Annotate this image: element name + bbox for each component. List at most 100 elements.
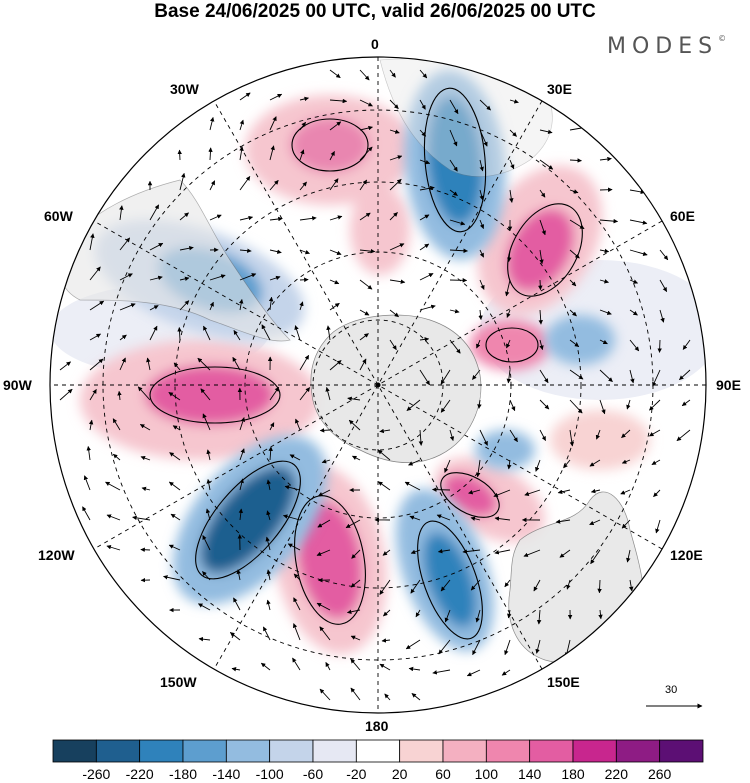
wind-arrow xyxy=(82,506,91,521)
wind-arrow xyxy=(418,429,424,446)
wind-arrow xyxy=(119,205,124,221)
wind-arrow xyxy=(329,151,335,161)
wind-arrow xyxy=(206,478,211,491)
wind-arrow xyxy=(149,242,164,251)
contour-line xyxy=(417,520,483,640)
wind-arrow xyxy=(239,215,254,221)
wind-arrow xyxy=(132,515,151,521)
anomaly-field xyxy=(545,315,615,365)
anomaly-field xyxy=(290,117,370,173)
wind-arrow xyxy=(559,549,571,558)
wind-arrow xyxy=(348,419,361,431)
colorbar-swatch xyxy=(95,739,141,763)
wind-arrow xyxy=(89,300,105,311)
wind-arrow xyxy=(539,399,550,410)
wind-arrow xyxy=(319,626,331,641)
wind-arrow xyxy=(359,333,369,341)
wind-arrow xyxy=(506,309,511,318)
wind-arrow xyxy=(533,579,541,592)
wind-arrow xyxy=(659,249,669,261)
wind-vectors xyxy=(59,69,691,701)
wind-arrow xyxy=(599,156,612,162)
wind-arrow xyxy=(292,657,301,671)
wind-arrow xyxy=(299,387,311,401)
wind-arrow xyxy=(493,489,511,498)
wind-arrow xyxy=(329,215,343,221)
wind-arrow xyxy=(233,330,241,341)
colorbar-swatch xyxy=(52,739,97,763)
wind-arrow xyxy=(389,178,402,191)
wind-arrow xyxy=(229,632,241,641)
wind-arrow xyxy=(59,361,71,371)
wind-arrow xyxy=(316,602,331,611)
wind-arrow xyxy=(444,609,451,623)
wind-arrow xyxy=(539,429,546,441)
colorbar-swatch xyxy=(225,739,271,763)
wind-arrow xyxy=(319,688,331,701)
wind-arrow xyxy=(389,99,399,110)
wind-arrow xyxy=(449,129,458,147)
wind-arrow xyxy=(419,99,426,110)
wind-arrow xyxy=(209,116,215,131)
colorbar-swatch xyxy=(312,739,357,763)
colorbar-tick-label: -60 xyxy=(302,766,324,782)
wind-arrow xyxy=(359,358,367,371)
wind-arrow xyxy=(599,309,612,315)
brand-text: MODES xyxy=(607,34,719,59)
colorbar-tick-label: 180 xyxy=(561,766,585,782)
anomaly-field xyxy=(550,410,650,470)
wind-arrow xyxy=(325,386,331,401)
wind-arrow xyxy=(649,399,661,411)
contour-line xyxy=(507,203,583,297)
wind-arrow xyxy=(287,543,301,551)
wind-arrow xyxy=(316,549,331,556)
wind-arrow xyxy=(239,273,257,281)
wind-arrow xyxy=(377,449,391,461)
anomaly-field xyxy=(350,185,410,275)
wind-arrow xyxy=(389,279,406,284)
wind-arrow xyxy=(389,339,397,351)
wind-arrow xyxy=(539,249,544,265)
wind-arrow xyxy=(539,159,554,170)
wind-arrow xyxy=(479,159,484,172)
wind-arrow xyxy=(479,279,485,290)
wind-arrow xyxy=(538,309,543,325)
contour-line xyxy=(440,472,500,518)
latitude-circle xyxy=(174,181,582,589)
wind-arrow xyxy=(266,479,271,491)
anomaly-field xyxy=(426,95,484,225)
antarctica-land xyxy=(310,314,482,463)
wind-arrow xyxy=(555,519,571,524)
wind-arrow xyxy=(440,369,451,385)
wind-arrow xyxy=(299,354,310,371)
wind-arrow xyxy=(494,516,511,521)
wind-arrow xyxy=(359,179,368,191)
wind-arrow xyxy=(682,339,691,350)
wind-arrow xyxy=(209,274,226,281)
wind-arrow xyxy=(179,172,186,191)
colorbar-swatch xyxy=(659,739,704,763)
wind-arrow xyxy=(112,453,121,461)
wind-arrow xyxy=(292,623,301,641)
wind-arrow xyxy=(437,548,451,554)
colorbar-tick-label: -220 xyxy=(125,766,154,782)
map-border xyxy=(49,56,707,714)
colorbar-swatch xyxy=(572,739,617,763)
wind-arrow xyxy=(507,609,512,619)
wind-arrow xyxy=(345,519,361,529)
wind-arrow xyxy=(378,481,391,491)
wind-arrow xyxy=(569,339,580,348)
wind-arrow xyxy=(569,189,579,194)
wind-arrow xyxy=(629,369,635,384)
wind-arrow xyxy=(346,609,361,614)
brand-logo: MODES© xyxy=(607,34,726,59)
wind-arrow xyxy=(569,309,577,317)
wind-arrow xyxy=(539,219,546,236)
colorbar-tick-label: 140 xyxy=(517,766,542,782)
wind-arrow xyxy=(266,510,271,521)
wind-arrow xyxy=(404,481,421,491)
wind-arrow xyxy=(268,296,274,311)
wind-arrow xyxy=(329,98,348,104)
wind-arrow xyxy=(405,639,421,650)
wind-arrow xyxy=(629,219,648,225)
